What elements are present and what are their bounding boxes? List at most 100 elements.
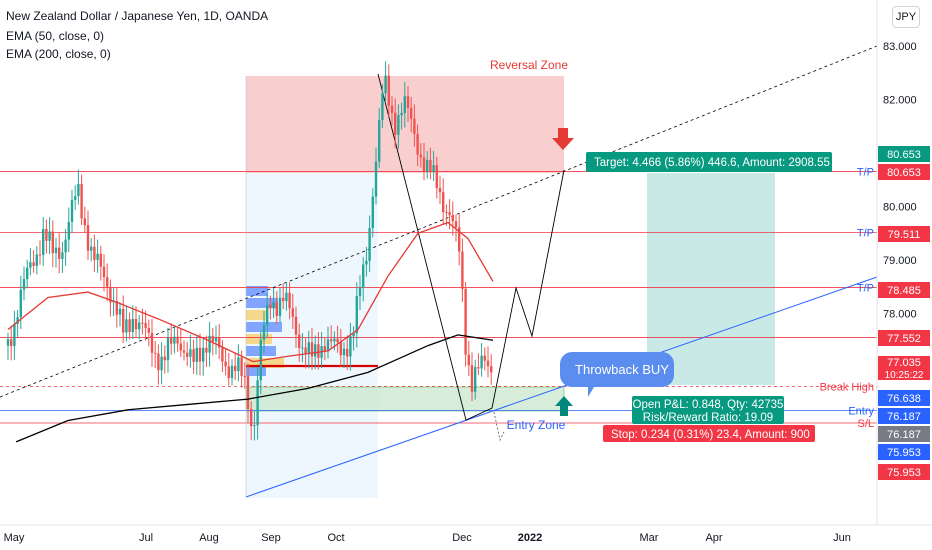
level-label: Entry [848, 405, 874, 417]
candle-body [189, 349, 192, 357]
candle-body [285, 292, 288, 302]
candle-body [371, 196, 374, 228]
candle-body [355, 296, 358, 334]
candle-body [182, 350, 186, 353]
candle-body [435, 165, 438, 189]
volume-profile-bar [246, 358, 284, 368]
stop-projection [493, 411, 505, 442]
candle-body [86, 225, 90, 251]
candle-body [141, 322, 144, 324]
candle-body [29, 262, 32, 268]
price-tag-value: 80.653 [887, 149, 921, 161]
level-label: S/L [857, 418, 874, 430]
candle-body [461, 251, 464, 289]
level-label: T/P [857, 228, 874, 240]
candle-body [6, 339, 10, 346]
candle-body [323, 346, 326, 352]
price-tag-value: 80.653 [887, 167, 921, 179]
candle-body [333, 338, 336, 342]
ema-200-line [15, 334, 494, 443]
price-tag [878, 146, 930, 162]
candle-body [266, 304, 269, 326]
price-tag [878, 282, 930, 298]
candle-body [304, 347, 307, 355]
indicator-ema-200[interactable]: EMA (200, close, 0) [6, 47, 111, 61]
candle-body [160, 356, 163, 371]
indicator-ema-50[interactable]: EMA (50, close, 0) [6, 29, 105, 43]
x-tick-label: Apr [705, 532, 722, 544]
candle-body [163, 356, 166, 361]
candle-body [99, 253, 102, 267]
candle-body [282, 297, 285, 302]
candle-body [147, 328, 150, 333]
y-tick-label: 79.000 [883, 255, 917, 267]
candle-body [490, 366, 493, 373]
candle-body [144, 323, 147, 329]
candle-body [432, 165, 435, 172]
candle-body [480, 355, 483, 369]
y-tick-label: 83.000 [883, 41, 917, 53]
candle-body [384, 75, 387, 94]
candle-body [397, 115, 400, 135]
x-tick-label: Oct [327, 532, 344, 544]
candle-body [445, 211, 448, 213]
candle-body [128, 319, 131, 332]
volume-profile-bar [246, 366, 266, 376]
target-label-bg [586, 152, 832, 172]
candle-body [102, 266, 106, 278]
candle-body [342, 348, 346, 356]
candle-body [230, 365, 234, 379]
candle-body [307, 342, 310, 355]
candle-body [64, 239, 67, 253]
candle-body [448, 212, 451, 216]
candle-body [346, 348, 349, 357]
candle-body [48, 231, 51, 241]
candle-body [262, 325, 266, 340]
y-tick-label: 78.000 [883, 308, 917, 320]
candle-body [61, 252, 64, 259]
candle-body [416, 133, 419, 155]
candle-body [336, 338, 339, 343]
price-tag-value: 76.187 [887, 411, 921, 423]
candle-body [35, 254, 38, 266]
candle-body [195, 347, 198, 362]
candle-body [317, 344, 320, 358]
price-tag [878, 356, 930, 380]
price-tag [878, 390, 930, 406]
candle-body [400, 112, 403, 116]
callout-text: Throwback BUY [575, 362, 669, 377]
candle-body [173, 336, 176, 344]
candle-body [426, 159, 429, 172]
entry-zone-label: Entry Zone [507, 418, 566, 432]
candle-body [38, 254, 42, 256]
candle-body [458, 227, 461, 252]
candle-body [358, 288, 362, 297]
candle-body [58, 247, 61, 259]
x-tick-label: 2022 [518, 532, 542, 544]
candle-body [298, 334, 301, 348]
candle-body [419, 154, 422, 158]
candle-body [326, 339, 330, 352]
price-tag-value: 75.953 [887, 447, 921, 459]
candle-body [205, 347, 208, 353]
target-label: Target: 4.466 (5.86%) 446.6, Amount: 290… [594, 157, 830, 169]
candle-body [288, 292, 291, 309]
candle-body [70, 199, 74, 222]
candle-body [253, 425, 256, 427]
candle-body [118, 308, 122, 315]
stop-label-bg [603, 425, 815, 442]
open-pnl-label: Open P&L: 0.848, Qty: 42735 [633, 399, 784, 411]
currency-button[interactable]: JPY [892, 6, 920, 28]
candle-body [93, 246, 96, 260]
y-tick-label: 80.000 [883, 201, 917, 213]
candle-body [362, 264, 365, 289]
candle-body [422, 157, 426, 172]
price-tag-value: 75.953 [887, 467, 921, 479]
candle-body [32, 262, 35, 266]
pnl-label-bg [632, 396, 784, 424]
price-tag [878, 408, 930, 424]
candle-body [26, 267, 29, 280]
candle-body [208, 335, 211, 353]
candle-body [67, 221, 70, 240]
